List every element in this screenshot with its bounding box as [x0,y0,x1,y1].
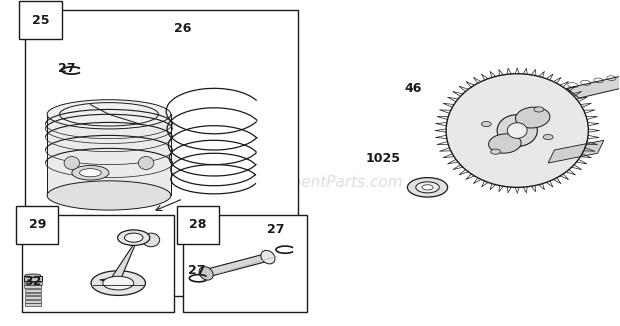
Ellipse shape [47,181,171,210]
Ellipse shape [143,233,160,247]
Ellipse shape [91,271,146,295]
Ellipse shape [416,182,440,193]
Text: 46: 46 [404,82,422,95]
Text: 29: 29 [29,218,46,231]
Bar [24,282,42,285]
Circle shape [534,107,544,112]
Text: eReplacementParts.com: eReplacementParts.com [216,175,404,190]
Polygon shape [567,69,620,98]
Ellipse shape [103,276,134,290]
Ellipse shape [497,115,538,146]
Text: 27: 27 [58,62,75,75]
Circle shape [490,149,500,154]
Ellipse shape [261,250,275,264]
Text: 28: 28 [189,218,206,231]
Bar [24,276,42,281]
Ellipse shape [64,156,79,170]
Bar [25,300,41,303]
Bar [25,296,41,299]
Polygon shape [47,114,171,196]
Text: 26: 26 [174,22,192,35]
Bar [183,215,307,312]
Bar [22,215,174,312]
Text: 1025: 1025 [366,152,401,165]
Ellipse shape [79,169,101,177]
Ellipse shape [47,100,171,129]
Ellipse shape [507,123,527,138]
Polygon shape [100,241,143,281]
Ellipse shape [422,185,433,190]
Ellipse shape [515,107,550,128]
Bar [24,285,42,288]
Ellipse shape [25,274,41,277]
Polygon shape [548,140,604,163]
Circle shape [481,122,491,126]
Ellipse shape [199,267,213,280]
Ellipse shape [118,230,150,245]
Ellipse shape [125,233,143,242]
Ellipse shape [138,156,154,170]
Text: 25: 25 [32,14,49,27]
Ellipse shape [72,165,109,180]
Bar [25,10,298,296]
Text: 27: 27 [267,223,284,236]
Text: 32: 32 [24,275,42,288]
Bar [25,289,41,292]
Ellipse shape [489,134,521,153]
Polygon shape [203,254,271,277]
Ellipse shape [446,74,588,187]
Ellipse shape [407,178,448,197]
Bar [25,303,40,306]
Text: 27: 27 [187,264,205,277]
Bar [25,292,41,295]
Circle shape [543,134,553,140]
